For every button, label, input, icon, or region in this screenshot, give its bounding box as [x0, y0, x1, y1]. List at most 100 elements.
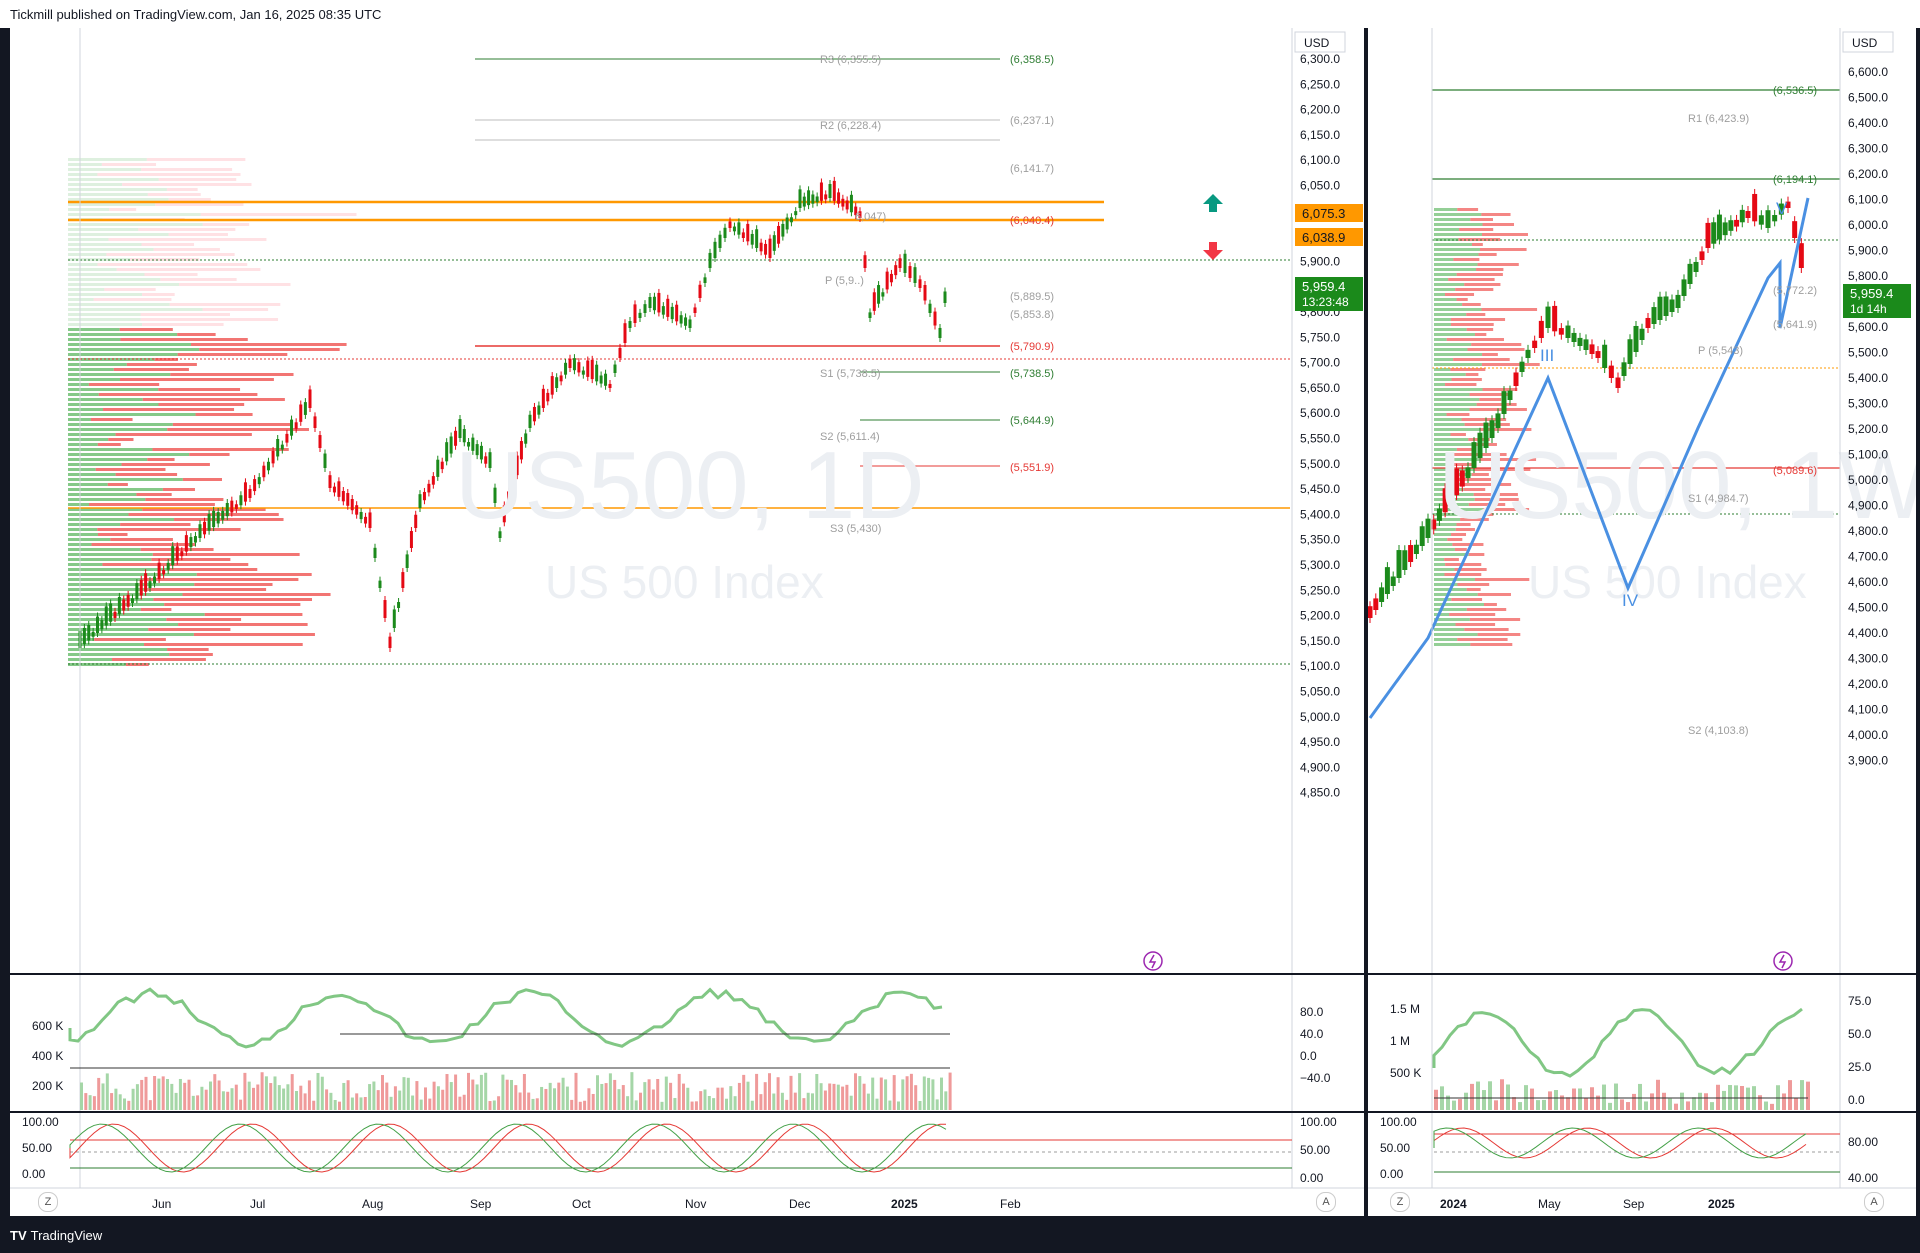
profile-bar-buy [68, 253, 107, 256]
candle-body [652, 296, 656, 311]
price-tick: 5,100.0 [1848, 448, 1888, 462]
level-label: S2 (5,611.4) [820, 431, 880, 443]
volume-bar [1698, 1092, 1702, 1110]
currency-box[interactable] [1842, 31, 1894, 53]
profile-bar-buy [1434, 208, 1458, 211]
profile-bar-buy [1434, 318, 1451, 321]
candle-body [628, 321, 632, 328]
profile-bar-buy [1434, 638, 1458, 641]
volume-profile [68, 158, 357, 666]
profile-bar-buy [68, 403, 159, 406]
profile-bar-buy [1434, 563, 1446, 566]
candle-body [1778, 203, 1784, 215]
profile-bar-sell [1466, 608, 1507, 611]
profile-bar-buy [68, 163, 102, 166]
profile-bar-buy [1434, 438, 1469, 441]
volume-bar [312, 1100, 316, 1110]
profile-bar-buy [1434, 443, 1474, 446]
price-axis[interactable]: 6,300.0 6,250.0 6,200.0 6,150.0 6,100.0 6,050… [1300, 52, 1340, 800]
auto-scale-button[interactable]: A [1864, 1192, 1884, 1212]
profile-bar-buy [68, 493, 137, 496]
volume-right-tick: 40.0 [1300, 1027, 1324, 1041]
time-axis[interactable]: Jun Jul Aug Sep Oct Nov Dec 2025 Feb [152, 1197, 1021, 1211]
candle-body [718, 234, 722, 248]
profile-bar-sell [147, 458, 175, 461]
volume-bar [445, 1074, 449, 1110]
badge-lower-text: 6,038.9 [1302, 230, 1345, 245]
profile-bar-sell [1448, 278, 1495, 281]
volume-bar [768, 1073, 771, 1110]
right-chart-pane[interactable]: US500, 1W US 500 Index III IV V (6,536.5… [1368, 28, 1916, 1216]
profile-bar-sell [142, 508, 266, 511]
profile-bar-buy [68, 158, 147, 161]
volume-bar [707, 1096, 711, 1110]
profile-bar-buy [1434, 508, 1484, 511]
profile-bar-sell [101, 163, 157, 166]
profile-bar-buy [68, 433, 116, 436]
volume-tick: 1 M [1390, 1034, 1410, 1048]
profile-bar-sell [167, 568, 258, 571]
stoch-tick: 100.00 [1380, 1115, 1417, 1129]
left-chart-pane[interactable]: US500, 1D US 500 Index (6,358.5) R3 (6,35… [10, 28, 1364, 1216]
profile-bar-buy [1434, 568, 1455, 571]
profile-bar-sell [1470, 643, 1513, 646]
candle-body [253, 479, 257, 492]
volume-bar [510, 1079, 513, 1110]
level-label: 6,047) [855, 211, 886, 223]
volume-bar [647, 1079, 651, 1110]
profile-bar-buy [68, 298, 94, 301]
auto-scale-button[interactable]: A [1316, 1192, 1336, 1212]
candle-body [785, 217, 789, 230]
price-axis[interactable]: 6,600.0 6,500.0 6,400.0 6,300.0 6,200.0 6,100… [1848, 65, 1888, 768]
profile-bar-buy [68, 183, 123, 186]
volume-bar [479, 1074, 483, 1110]
candle-body [670, 306, 674, 320]
price-tick: 5,350.0 [1300, 533, 1340, 547]
profile-bar-buy [68, 478, 183, 481]
stochastic-line [69, 1123, 947, 1173]
profile-bar-sell [1451, 598, 1483, 601]
candle-body [1565, 325, 1571, 338]
volume-bar [260, 1072, 264, 1110]
profile-bar-buy [1434, 613, 1450, 616]
volume-bar [436, 1086, 440, 1110]
profile-bar-buy [68, 283, 180, 286]
candle-body [1608, 365, 1614, 378]
profile-bar-buy [68, 413, 196, 416]
profile-bar-buy [68, 313, 141, 316]
volume-bar [557, 1082, 561, 1110]
level-label: (5,772.2) [1773, 285, 1817, 297]
zoom-reset-button[interactable]: Z [1390, 1192, 1410, 1212]
tradingview-logo[interactable]: TV TradingView [10, 1228, 103, 1243]
level-label: (5,551.9) [1010, 462, 1054, 474]
candle-body [537, 405, 541, 415]
volume-bar [204, 1089, 208, 1110]
profile-bar-buy [1434, 228, 1460, 231]
candle-body [559, 375, 563, 382]
zoom-reset-button[interactable]: Z [38, 1192, 58, 1212]
profile-bar-sell [141, 168, 233, 171]
volume-bar [1638, 1083, 1642, 1110]
profile-bar-buy [1434, 398, 1480, 401]
profile-bar-sell [115, 473, 178, 476]
profile-bar-buy [68, 273, 145, 276]
right-chart-canvas[interactable]: US500, 1W US 500 Index III IV V (6,536.5… [1368, 28, 1916, 1216]
candle-body [113, 611, 117, 618]
volume-bar [1632, 1093, 1636, 1110]
profile-bar-sell [1451, 378, 1482, 381]
candle-body [1390, 576, 1396, 586]
time-axis[interactable]: 2024 May Sep 2025 [1440, 1197, 1735, 1211]
lightning-icon[interactable] [1143, 951, 1163, 971]
profile-bar-buy [1434, 558, 1445, 561]
volume-tick: 400 K [32, 1049, 63, 1063]
currency-box[interactable] [1294, 31, 1346, 53]
volume-bar [153, 1076, 157, 1110]
candle-body [572, 358, 576, 371]
profile-bar-sell [140, 318, 279, 321]
lightning-icon[interactable] [1773, 951, 1793, 971]
level-label: S1 (4,984.7) [1688, 493, 1749, 505]
candle-body [401, 572, 405, 588]
left-chart-canvas[interactable]: US500, 1D US 500 Index (6,358.5) R3 (6,35… [10, 28, 1364, 1216]
profile-bar-sell [1453, 358, 1510, 361]
profile-bar-buy [1434, 628, 1465, 631]
